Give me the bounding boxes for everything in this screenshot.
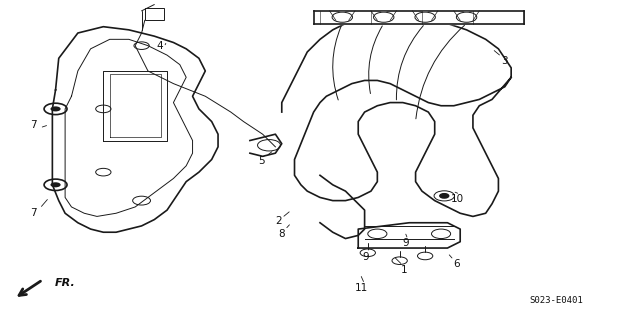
Text: 10: 10 (451, 194, 463, 204)
Text: 5: 5 (258, 156, 265, 166)
Circle shape (51, 182, 61, 187)
Text: 1: 1 (401, 265, 408, 275)
Text: 9: 9 (403, 238, 410, 248)
Circle shape (415, 12, 435, 22)
Circle shape (332, 12, 353, 22)
Text: 7: 7 (30, 120, 36, 130)
Text: 6: 6 (454, 259, 460, 269)
Text: 8: 8 (278, 229, 285, 239)
Text: 7: 7 (30, 208, 36, 218)
Text: 3: 3 (502, 56, 508, 66)
Text: S023-E0401: S023-E0401 (529, 296, 582, 305)
Text: 4: 4 (156, 41, 163, 51)
Circle shape (456, 12, 477, 22)
Text: FR.: FR. (54, 278, 75, 288)
Circle shape (51, 106, 61, 111)
Circle shape (440, 194, 449, 198)
Text: 9: 9 (363, 252, 369, 262)
Bar (145, 8, 164, 20)
Text: 11: 11 (355, 283, 368, 293)
Circle shape (374, 12, 394, 22)
Text: 2: 2 (275, 216, 282, 226)
